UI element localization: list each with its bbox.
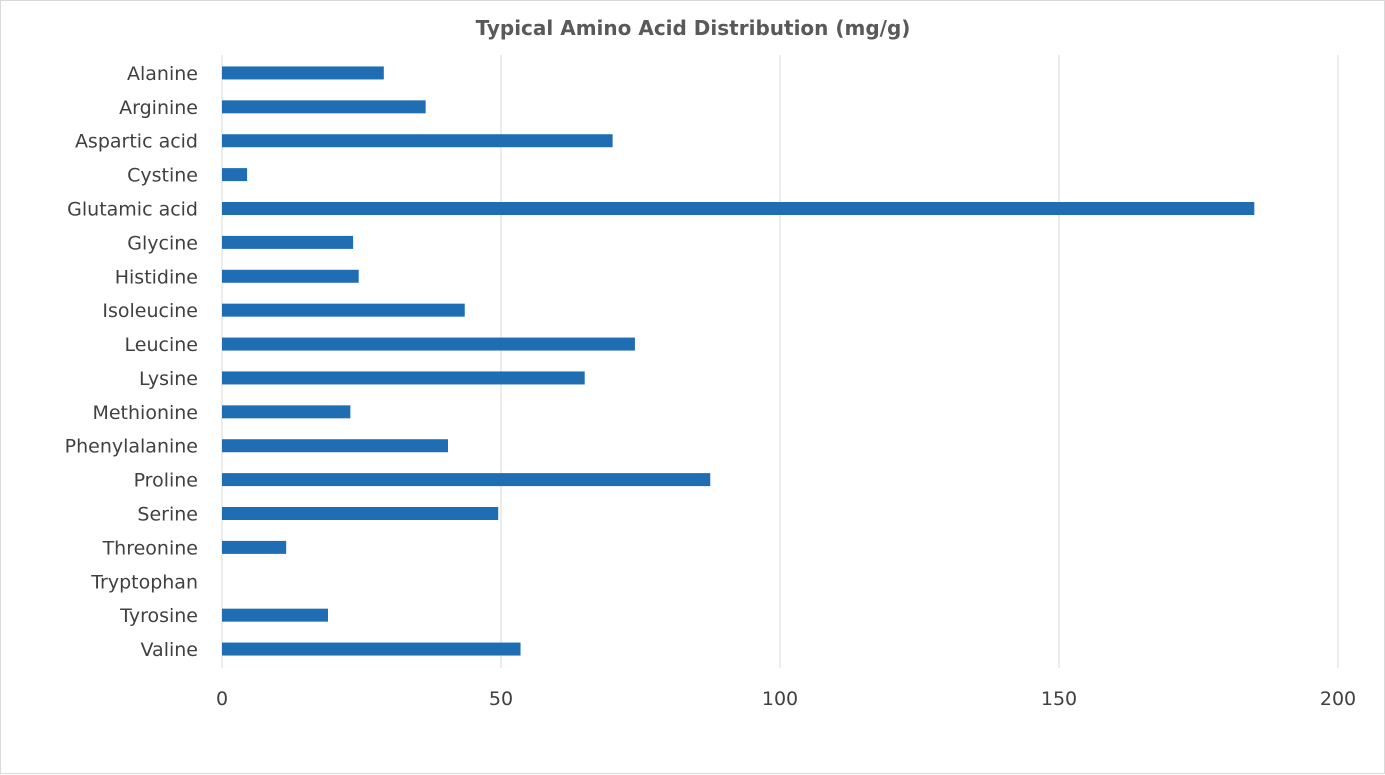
bar-arginine <box>222 100 426 114</box>
bar-proline <box>222 473 711 487</box>
bar-tyrosine <box>222 608 329 622</box>
gridlines <box>221 55 1339 668</box>
bars <box>222 66 1255 656</box>
x-tick-label: 50 <box>489 688 513 710</box>
category-label: Alanine <box>127 63 198 85</box>
category-label: Arginine <box>119 97 198 119</box>
bar-lysine <box>222 371 585 385</box>
bar-valine <box>222 642 521 656</box>
bar-isoleucine <box>222 303 465 317</box>
x-tick-label: 200 <box>1320 688 1356 710</box>
category-label: Threonine <box>102 537 198 559</box>
bar-phenylalanine <box>222 439 448 453</box>
bar-serine <box>222 507 499 520</box>
bar-leucine <box>222 337 635 351</box>
category-label: Glutamic acid <box>67 199 198 221</box>
category-label: Phenylalanine <box>65 436 198 458</box>
category-label: Isoleucine <box>102 300 198 322</box>
bar-glycine <box>222 235 354 249</box>
x-tick-label: 150 <box>1041 688 1077 710</box>
category-label: Tyrosine <box>119 605 198 627</box>
x-tick-label: 0 <box>216 688 228 710</box>
bar-alanine <box>222 66 384 80</box>
bar-threonine <box>222 540 287 554</box>
chart-title: Typical Amino Acid Distribution (mg/g) <box>476 16 911 40</box>
category-label: Serine <box>137 504 198 526</box>
category-label: Leucine <box>125 334 198 356</box>
category-label: Valine <box>141 639 198 661</box>
x-tick-label: 100 <box>762 688 798 710</box>
category-label: Cystine <box>127 165 198 187</box>
bar-histidine <box>222 269 359 283</box>
bar-aspartic-acid <box>222 134 613 148</box>
x-tick-labels: 0 50 100 150 200 <box>216 688 1356 710</box>
bar-methionine <box>222 405 351 419</box>
category-label: Aspartic acid <box>75 131 198 153</box>
bar-glutamic-acid <box>222 202 1255 215</box>
category-label: Histidine <box>115 266 198 288</box>
category-label: Proline <box>134 470 198 492</box>
category-label: Glycine <box>127 232 198 254</box>
category-label: Methionine <box>92 402 198 424</box>
category-labels: Alanine Arginine Aspartic acid Cystine Gluta… <box>65 63 198 661</box>
category-label: Tryptophan <box>90 571 198 593</box>
bar-cystine <box>222 168 248 182</box>
category-label: Lysine <box>139 368 198 390</box>
